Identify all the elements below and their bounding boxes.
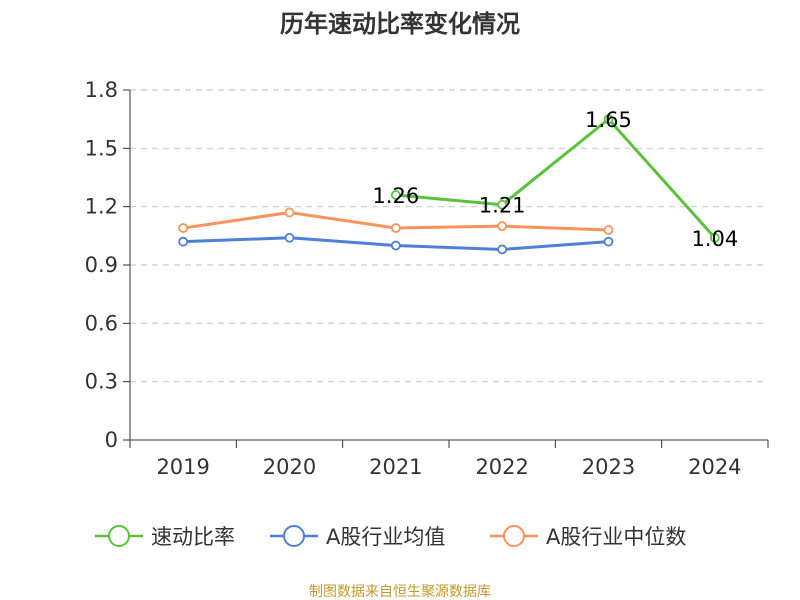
x-tick-label: 2022	[475, 455, 528, 479]
y-tick-label: 1.8	[85, 78, 118, 102]
data-label: 1.21	[479, 194, 526, 218]
data-point	[709, 232, 720, 243]
data-point	[284, 232, 295, 243]
y-tick-label: 1.5	[85, 136, 118, 160]
data-point	[390, 240, 401, 251]
axes: 0 0.3 0.6 0.9 1.2 1.5 1.8 2019 2020 2021 2022 2023 2…	[85, 78, 769, 479]
legend-label: A股行业均值	[326, 525, 445, 549]
data-label: 1.04	[691, 227, 738, 251]
legend-label: 速动比率	[151, 525, 235, 549]
data-labels: 1.26 1.21 1.65 1.04	[372, 108, 738, 251]
legend: 速动比率 A股行业均值 A股行业中位数	[95, 525, 686, 549]
data-label: 1.26	[372, 184, 419, 208]
data-point	[497, 244, 508, 255]
legend-marker-2	[503, 525, 525, 547]
chart-title: 历年速动比率变化情况	[280, 10, 520, 38]
data-point	[178, 236, 189, 247]
data-point	[497, 199, 508, 210]
legend-marker-1	[283, 525, 305, 547]
y-tick-label: 0.6	[85, 311, 118, 335]
y-tick-label: 1.2	[85, 195, 118, 219]
series	[178, 114, 720, 255]
legend-marker-0	[108, 525, 130, 547]
x-tick-label: 2021	[369, 455, 422, 479]
data-point	[497, 221, 508, 232]
data-point	[603, 225, 614, 235]
x-tick-label: 2024	[688, 455, 741, 479]
data-point	[178, 223, 189, 233]
legend-item[interactable]: A股行业中位数	[490, 525, 686, 549]
x-tick-label: 2023	[582, 455, 635, 479]
legend-label: A股行业中位数	[546, 525, 686, 549]
legend-item[interactable]: 速动比率	[95, 525, 235, 549]
source-note: 制图数据来自恒生聚源数据库	[309, 584, 491, 600]
data-point	[284, 207, 295, 218]
y-tick-label: 0	[105, 428, 118, 452]
data-point	[390, 190, 401, 200]
x-tick-label: 2020	[263, 455, 316, 479]
data-label: 1.65	[585, 108, 632, 132]
y-tick-label: 0.9	[85, 253, 118, 277]
y-tick-label: 0.3	[85, 370, 118, 394]
data-point	[603, 236, 614, 247]
grid	[130, 89, 768, 383]
series-line-0	[395, 117, 716, 239]
data-point	[603, 114, 614, 125]
data-point	[390, 223, 401, 233]
legend-item[interactable]: A股行业均值	[270, 525, 445, 549]
x-tick-label: 2019	[156, 455, 209, 479]
